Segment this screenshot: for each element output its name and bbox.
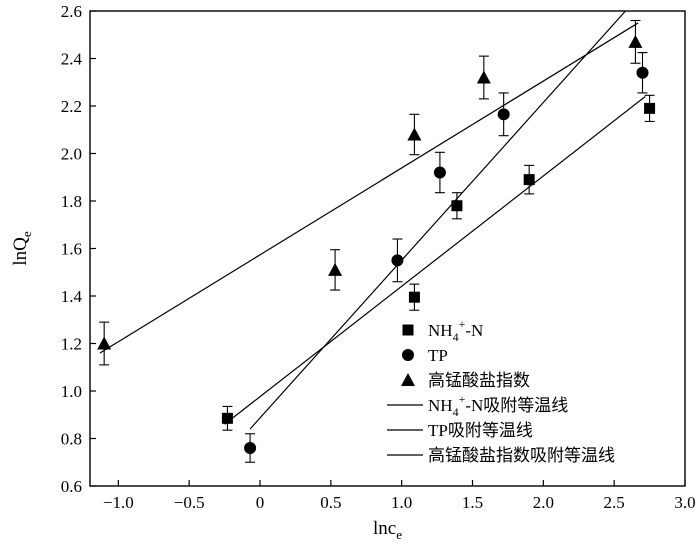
y-tick-label: 1.4 xyxy=(61,287,83,306)
x-tick-label: 3.0 xyxy=(674,493,695,512)
legend-label: TP xyxy=(428,346,448,365)
plot-frame xyxy=(89,10,686,487)
plot-content xyxy=(97,11,656,463)
y-tick-label: 2.4 xyxy=(61,50,83,69)
data-point xyxy=(391,254,404,267)
series-square xyxy=(221,94,656,431)
data-point xyxy=(244,442,257,454)
x-tick-label: 1.5 xyxy=(462,493,483,512)
legend-label: NH4+-N xyxy=(428,317,483,344)
data-point xyxy=(628,34,643,48)
data-point xyxy=(476,70,491,84)
y-tick-label: 1.2 xyxy=(61,335,82,354)
fit-line xyxy=(224,96,646,425)
y-axis-ticks: 0.6 0.8 1.0 1.2 1.4 1.6 1.8 2.0 2.2 2.4 2.6 xyxy=(61,2,96,496)
x-tick-label: 0.5 xyxy=(320,493,341,512)
legend: NH4+-N TP 高锰酸盐指数 NH4+-N吸附等温线 TP吸附等温线高锰酸盐指数吸附… xyxy=(387,317,615,465)
y-tick-label: 2.2 xyxy=(61,97,82,116)
x-axis-ticks: −1.0 −0.5 0 0.5 1.0 1.5 2.0 2.5 3.0 xyxy=(103,480,696,512)
data-point xyxy=(523,174,535,186)
fit-line xyxy=(99,22,639,354)
data-point xyxy=(433,166,446,179)
legend-label: 高锰酸盐指数 xyxy=(428,371,530,390)
data-point xyxy=(451,200,463,212)
fit-lines xyxy=(99,11,646,430)
data-point xyxy=(644,102,656,114)
y-tick-label: 0.6 xyxy=(61,477,82,496)
x-tick-label: 0 xyxy=(256,493,265,512)
legend-marker xyxy=(402,349,414,361)
data-point xyxy=(328,262,343,276)
series-triangle xyxy=(97,19,643,366)
y-tick-label: 2.0 xyxy=(61,145,82,164)
data-point xyxy=(221,412,233,424)
data-point xyxy=(636,66,649,79)
legend-marker xyxy=(401,373,415,386)
data-point xyxy=(97,336,112,350)
x-tick-label: −1.0 xyxy=(103,493,134,512)
x-axis-title: lnce xyxy=(373,518,402,542)
legend-marker xyxy=(402,324,414,336)
x-tick-label: 2.0 xyxy=(533,493,554,512)
data-point xyxy=(407,127,422,141)
y-tick-label: 2.6 xyxy=(61,2,82,21)
legend-label: NH4+-N吸附等温线 xyxy=(428,392,568,419)
legend-label: TP吸附等温线 xyxy=(428,421,533,440)
fit-line xyxy=(249,11,626,430)
data-point xyxy=(408,291,420,303)
series-circle xyxy=(244,52,649,463)
x-tick-label: 1.0 xyxy=(391,493,412,512)
y-tick-label: 1.6 xyxy=(61,240,82,259)
y-tick-label: 1.8 xyxy=(61,192,82,211)
data-point xyxy=(497,108,510,121)
y-axis-title: lnQe xyxy=(10,231,34,266)
legend-label: 高锰酸盐指数吸附等温线 xyxy=(428,446,615,465)
x-tick-label: −0.5 xyxy=(174,493,205,512)
x-tick-label: 2.5 xyxy=(604,493,625,512)
y-tick-label: 0.8 xyxy=(61,430,82,449)
y-tick-label: 1.0 xyxy=(61,382,82,401)
